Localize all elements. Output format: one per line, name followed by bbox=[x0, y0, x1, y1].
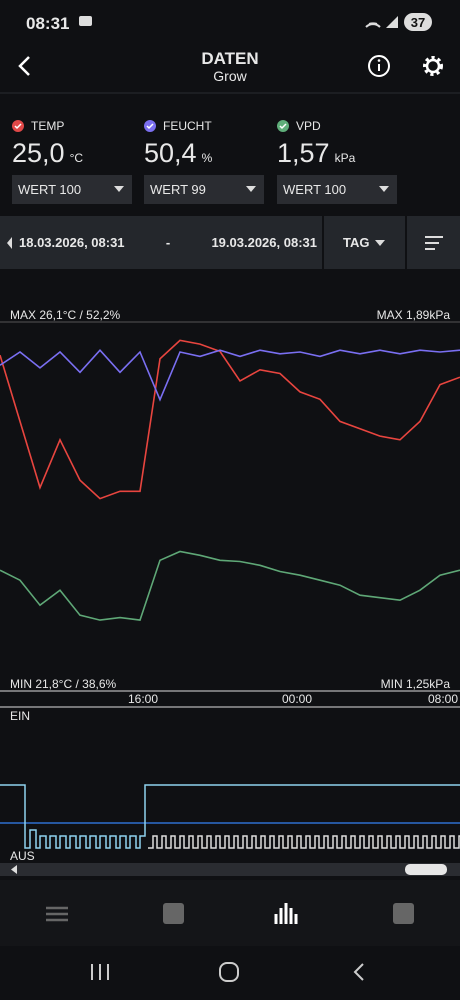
range-from[interactable]: 18.03.2026, 08:31 bbox=[19, 235, 125, 250]
sensor-value: 1,57 bbox=[277, 138, 330, 168]
battery bbox=[404, 13, 432, 31]
sensor-unit: kPa bbox=[335, 151, 356, 165]
dropdown-arrow bbox=[375, 240, 385, 246]
scrollbar[interactable] bbox=[0, 863, 460, 876]
sensor-name: VPD bbox=[296, 119, 321, 133]
sensor-name: FEUCHT bbox=[163, 119, 212, 133]
nav-home[interactable] bbox=[219, 962, 239, 982]
x-tick-label: 00:00 bbox=[282, 692, 312, 706]
nav-data[interactable] bbox=[274, 903, 298, 924]
sensor-select-label[interactable]: WERT 99 bbox=[150, 182, 206, 197]
sensor-value: 50,4 bbox=[144, 138, 197, 168]
sensor-select[interactable] bbox=[144, 175, 264, 204]
check bbox=[146, 123, 154, 130]
scroll-thumb[interactable] bbox=[405, 864, 447, 875]
check bbox=[14, 123, 22, 130]
clock: 08:31 bbox=[26, 14, 69, 33]
scroll-left[interactable] bbox=[11, 865, 17, 874]
sensor-select[interactable] bbox=[277, 175, 397, 204]
sort-button[interactable] bbox=[425, 236, 443, 250]
signal-icon bbox=[386, 16, 398, 28]
max-right: MAX 1,89kPa bbox=[377, 308, 451, 322]
sensor-unit: % bbox=[202, 151, 213, 165]
sensor-name: TEMP bbox=[31, 119, 64, 133]
prev-button[interactable] bbox=[7, 237, 12, 249]
back-button[interactable] bbox=[18, 56, 30, 76]
period-select[interactable]: TAG bbox=[343, 235, 369, 250]
series-line bbox=[0, 550, 460, 621]
notif-icon bbox=[79, 16, 92, 26]
nav-device[interactable] bbox=[163, 903, 184, 924]
switch-pulses bbox=[148, 835, 460, 849]
x-tick-label: 16:00 bbox=[128, 692, 158, 706]
x-tick-label: 08:00 bbox=[428, 692, 458, 706]
max-left: MAX 26,1°C / 52,2% bbox=[10, 308, 121, 322]
sensor-unit: °C bbox=[70, 151, 84, 165]
range-to[interactable]: 19.03.2026, 08:31 bbox=[211, 235, 317, 250]
info-button[interactable] bbox=[368, 55, 390, 77]
sensor-select-label[interactable]: WERT 100 bbox=[18, 182, 81, 197]
min-right: MIN 1,25kPa bbox=[381, 677, 451, 691]
switch-off-label: AUS bbox=[10, 849, 35, 863]
check bbox=[279, 123, 287, 130]
switch-on-label: EIN bbox=[10, 709, 30, 723]
dropdown-arrow bbox=[114, 186, 124, 192]
battery-level: 37 bbox=[411, 15, 425, 30]
nav-controls[interactable] bbox=[46, 906, 68, 922]
series-line bbox=[0, 339, 460, 500]
range-bar bbox=[0, 216, 460, 269]
sensor-value: 25,0 bbox=[12, 138, 65, 168]
bottom-nav bbox=[0, 880, 460, 946]
nav-log[interactable] bbox=[393, 903, 414, 924]
title: DATEN bbox=[201, 49, 258, 68]
wifi-icon bbox=[365, 22, 381, 28]
switch-line bbox=[0, 784, 460, 849]
min-left: MIN 21,8°C / 38,6% bbox=[10, 677, 117, 691]
range-separator: - bbox=[166, 235, 170, 250]
series-line bbox=[0, 349, 460, 402]
subtitle: Grow bbox=[213, 68, 247, 84]
sensor-select[interactable] bbox=[12, 175, 132, 204]
nav-back[interactable] bbox=[353, 963, 364, 981]
dropdown-arrow bbox=[246, 186, 256, 192]
sensor-select-label[interactable]: WERT 100 bbox=[283, 182, 346, 197]
nav-recent[interactable] bbox=[91, 964, 109, 980]
settings-button[interactable] bbox=[423, 56, 443, 76]
dropdown-arrow bbox=[379, 186, 389, 192]
